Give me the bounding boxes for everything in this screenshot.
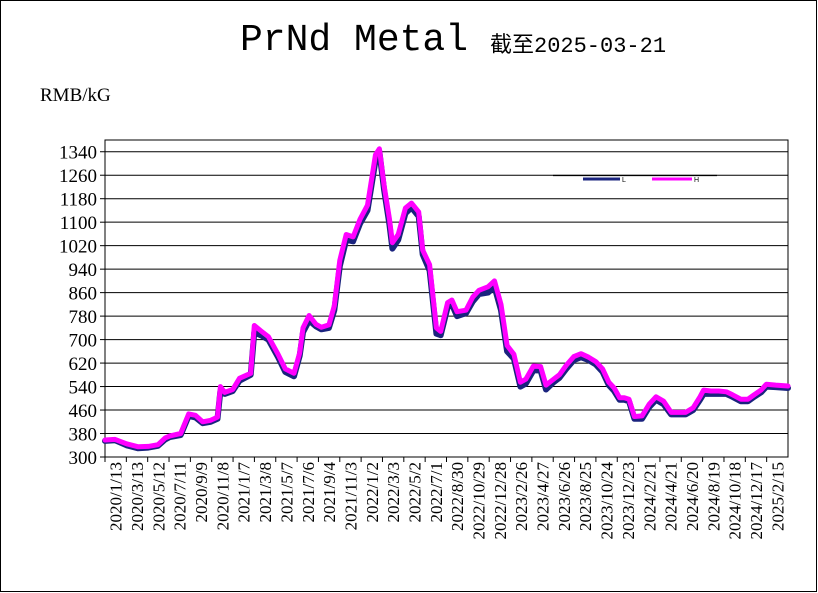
y-tick-label: 540 bbox=[69, 378, 98, 399]
x-tick-label: 2022/12/28 bbox=[491, 462, 510, 539]
x-tick-label: 2024/10/18 bbox=[726, 462, 745, 539]
x-tick-label: 2024/4/21 bbox=[662, 462, 681, 531]
x-tick-label: 2023/10/24 bbox=[598, 462, 617, 540]
y-tick-label: 380 bbox=[69, 425, 98, 446]
x-tick-label: 2020/7/11 bbox=[171, 462, 190, 530]
x-tick-label: 2023/4/27 bbox=[534, 462, 553, 531]
y-tick-label: 620 bbox=[69, 354, 98, 375]
x-tick-label: 2025/2/15 bbox=[768, 462, 787, 531]
x-tick-label: 2024/2/21 bbox=[640, 462, 659, 531]
x-tick-label: 2023/6/26 bbox=[555, 462, 574, 531]
x-tick-label: 2020/5/12 bbox=[149, 462, 168, 531]
x-tick-label: 2020/11/8 bbox=[213, 462, 232, 530]
y-tick-label: 940 bbox=[69, 260, 98, 281]
x-axis-ticks: 2020/1/13 2020/3/13 2020/5/12 2020/7/11 2020… bbox=[104, 457, 787, 540]
x-tick-label: 2023/12/23 bbox=[619, 462, 638, 539]
y-tick-label: 1340 bbox=[59, 143, 97, 164]
x-tick-label: 2022/8/30 bbox=[448, 462, 467, 531]
x-tick-label: 2021/5/7 bbox=[277, 462, 296, 523]
x-tick-label: 2021/9/4 bbox=[320, 462, 339, 523]
y-tick-label: 1180 bbox=[60, 190, 97, 211]
y-axis-label: RMB/kG bbox=[40, 85, 111, 106]
x-tick-label: 2020/9/9 bbox=[192, 462, 211, 522]
x-tick-label: 2022/10/29 bbox=[470, 462, 489, 539]
chart-subtitle: 截至2025-03-21 bbox=[490, 33, 666, 59]
x-tick-label: 2024/6/20 bbox=[683, 462, 702, 531]
y-tick-label: 780 bbox=[69, 307, 98, 328]
y-tick-label: 1020 bbox=[59, 237, 97, 258]
y-tick-label: 300 bbox=[69, 448, 98, 469]
x-tick-label: 2021/3/8 bbox=[256, 462, 275, 522]
x-tick-label: 2022/1/2 bbox=[363, 462, 382, 522]
y-tick-label: 1260 bbox=[59, 166, 97, 187]
y-tick-label: 1100 bbox=[60, 213, 97, 234]
x-tick-label: 2022/3/3 bbox=[384, 462, 403, 522]
y-tick-label: 860 bbox=[69, 284, 98, 305]
x-tick-label: 2021/11/3 bbox=[342, 462, 361, 530]
plot-area bbox=[104, 139, 789, 458]
y-tick-label: 460 bbox=[69, 401, 98, 422]
x-tick-label: 2022/5/2 bbox=[406, 462, 425, 522]
y-tick-label: 700 bbox=[69, 331, 98, 352]
chart-title: PrNd Metal bbox=[240, 19, 468, 62]
legend-label-h: H bbox=[694, 177, 699, 184]
x-tick-label: 2021/1/7 bbox=[235, 462, 254, 523]
x-tick-label: 2023/8/25 bbox=[576, 462, 595, 531]
series-layer bbox=[102, 146, 791, 452]
x-tick-label: 2021/7/6 bbox=[299, 462, 318, 522]
x-tick-label: 2020/1/13 bbox=[107, 462, 126, 531]
legend-label-l: L bbox=[622, 177, 626, 184]
legend: L H bbox=[553, 174, 717, 184]
x-tick-label: 2024/12/17 bbox=[747, 462, 766, 540]
x-tick-label: 2024/8/19 bbox=[704, 462, 723, 531]
x-tick-label: 2020/3/13 bbox=[128, 462, 147, 531]
series-line-h bbox=[102, 146, 791, 450]
x-tick-label: 2022/7/1 bbox=[427, 462, 446, 522]
x-tick-label: 2023/2/26 bbox=[512, 462, 531, 531]
